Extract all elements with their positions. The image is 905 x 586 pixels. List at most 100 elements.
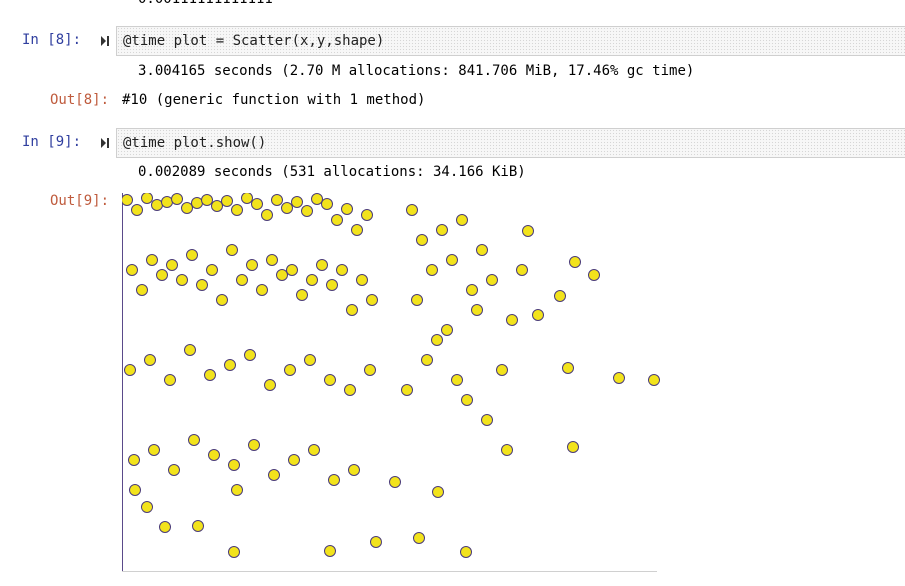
run-button[interactable] xyxy=(100,35,110,47)
point xyxy=(413,532,425,544)
run-button[interactable] xyxy=(100,137,110,149)
point xyxy=(122,194,133,206)
input-prompt: In [8]: xyxy=(22,32,82,48)
point xyxy=(321,198,333,210)
point xyxy=(370,536,382,548)
point xyxy=(241,193,253,204)
point xyxy=(176,274,188,286)
point xyxy=(129,484,141,496)
point xyxy=(446,254,458,266)
point xyxy=(204,369,216,381)
point xyxy=(168,464,180,476)
point xyxy=(221,195,233,207)
point xyxy=(476,244,488,256)
point xyxy=(284,364,296,376)
point xyxy=(436,224,448,236)
point xyxy=(506,314,518,326)
point xyxy=(346,304,358,316)
point xyxy=(141,501,153,513)
point xyxy=(211,200,223,212)
point xyxy=(326,279,338,291)
output-prompt: Out[9]: xyxy=(50,193,110,209)
point xyxy=(431,334,443,346)
point xyxy=(311,193,323,205)
point xyxy=(460,546,472,558)
point xyxy=(126,264,138,276)
point xyxy=(184,344,196,356)
point xyxy=(432,486,444,498)
point xyxy=(567,441,579,453)
point xyxy=(401,384,413,396)
point xyxy=(244,349,256,361)
output-prompt: Out[8]: xyxy=(50,92,110,108)
point xyxy=(124,364,136,376)
code-cell[interactable]: @time plot.show() xyxy=(116,128,905,158)
point xyxy=(361,209,373,221)
point xyxy=(226,244,238,256)
point xyxy=(406,204,418,216)
point xyxy=(554,290,566,302)
point xyxy=(296,289,308,301)
point xyxy=(516,264,528,276)
point xyxy=(356,274,368,286)
point xyxy=(196,279,208,291)
point xyxy=(131,204,143,216)
stdout: 0.002089 seconds (531 allocations: 34.16… xyxy=(138,164,526,180)
point xyxy=(206,264,218,276)
point xyxy=(466,284,478,296)
point xyxy=(324,545,336,557)
point xyxy=(316,259,328,271)
point xyxy=(136,284,148,296)
point xyxy=(246,259,258,271)
point xyxy=(336,264,348,276)
point xyxy=(186,249,198,261)
point xyxy=(306,274,318,286)
point xyxy=(308,444,320,456)
point xyxy=(159,521,171,533)
point xyxy=(128,454,140,466)
point xyxy=(532,309,544,321)
point xyxy=(288,454,300,466)
point xyxy=(261,209,273,221)
point xyxy=(328,474,340,486)
point xyxy=(264,379,276,391)
point xyxy=(151,199,163,211)
point xyxy=(411,294,423,306)
point xyxy=(224,359,236,371)
point xyxy=(166,259,178,271)
point xyxy=(156,269,168,281)
point xyxy=(348,464,360,476)
point xyxy=(461,394,473,406)
point xyxy=(248,439,260,451)
point xyxy=(304,354,316,366)
point xyxy=(569,256,581,268)
point xyxy=(236,274,248,286)
point xyxy=(496,364,508,376)
point xyxy=(344,384,356,396)
point xyxy=(161,196,173,208)
point xyxy=(256,284,268,296)
point xyxy=(331,214,343,226)
point xyxy=(141,193,153,204)
point xyxy=(486,274,498,286)
point xyxy=(291,196,303,208)
point xyxy=(351,224,363,236)
point xyxy=(286,264,298,276)
point xyxy=(389,476,401,488)
point xyxy=(588,269,600,281)
code-input: @time plot.show() xyxy=(123,135,267,151)
code-cell[interactable]: @time plot = Scatter(x,y,shape) xyxy=(116,26,905,56)
output-text: #10 (generic function with 1 method) xyxy=(122,92,426,108)
points xyxy=(122,193,660,558)
point xyxy=(268,469,280,481)
point xyxy=(228,546,240,558)
point xyxy=(191,197,203,209)
point xyxy=(281,202,293,214)
point xyxy=(201,194,213,206)
point xyxy=(366,294,378,306)
point xyxy=(144,354,156,366)
point xyxy=(441,324,453,336)
point xyxy=(231,484,243,496)
point xyxy=(228,459,240,471)
